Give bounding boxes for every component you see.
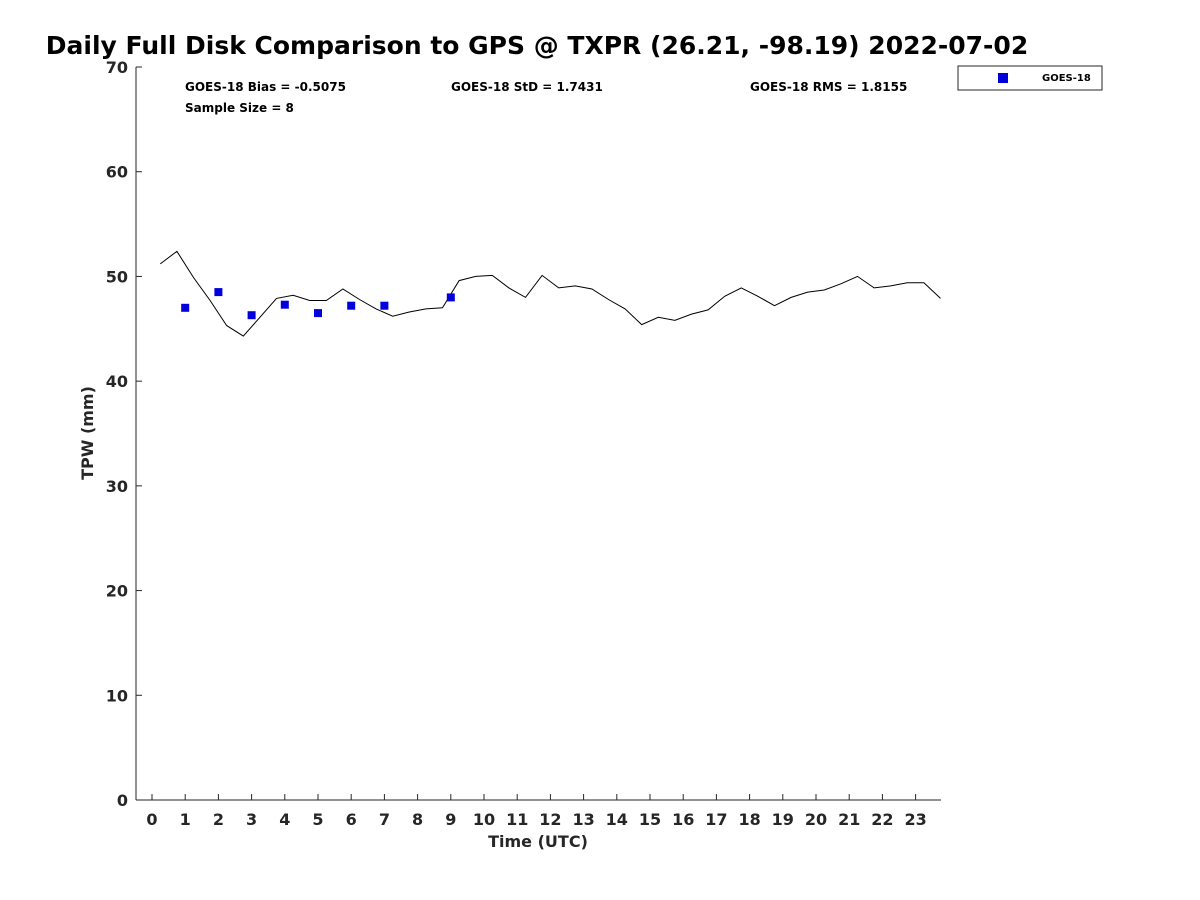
x-tick-label: 22	[871, 810, 893, 829]
rms-stat: GOES-18 RMS = 1.8155	[750, 80, 907, 94]
y-tick-label: 40	[106, 372, 128, 391]
y-tick-label: 70	[106, 58, 128, 77]
x-tick-label: 10	[473, 810, 495, 829]
x-tick-label: 13	[572, 810, 594, 829]
goes18-data-point	[446, 293, 455, 302]
x-tick-label: 21	[838, 810, 860, 829]
x-tick-label: 16	[672, 810, 694, 829]
x-tick-label: 20	[805, 810, 827, 829]
x-tick-label: 5	[312, 810, 323, 829]
goes18-data-point	[214, 288, 223, 297]
legend: GOES-18	[957, 65, 1103, 91]
y-tick-label: 60	[106, 163, 128, 182]
chart-title: Daily Full Disk Comparison to GPS @ TXPR…	[46, 31, 1028, 60]
x-tick-label: 7	[379, 810, 390, 829]
y-axis-ticks: 0 10 20 30 40 50 60 70	[106, 58, 142, 810]
x-tick-label: 19	[772, 810, 794, 829]
x-tick-label: 12	[539, 810, 561, 829]
goes18-data-point	[347, 301, 356, 310]
goes18-data-point	[181, 303, 190, 312]
sample-size-stat: Sample Size = 8	[185, 101, 294, 115]
y-tick-label: 0	[117, 791, 128, 810]
std-stat: GOES-18 StD = 1.7431	[451, 80, 603, 94]
x-tick-label: 1	[180, 810, 191, 829]
x-tick-label: 4	[279, 810, 290, 829]
x-tick-label: 9	[445, 810, 456, 829]
goes18-data-point	[380, 301, 389, 310]
x-tick-label: 18	[738, 810, 760, 829]
gps-tpw-line	[159, 250, 941, 337]
x-tick-label: 15	[639, 810, 661, 829]
y-tick-label: 30	[106, 477, 128, 496]
x-axis-ticks: 0 1 2 3 4 5 6 7 8 9 10 11 12 13 14 15 16 17 18 19 20 21 22 23	[146, 794, 927, 829]
x-tick-label: 14	[606, 810, 628, 829]
x-tick-label: 2	[213, 810, 224, 829]
gps-line-layer	[159, 250, 941, 337]
x-tick-label: 17	[705, 810, 727, 829]
y-tick-label: 20	[106, 582, 128, 601]
y-tick-label: 50	[106, 267, 128, 286]
bias-stat: GOES-18 Bias = -0.5075	[185, 80, 346, 94]
x-axis-label: Time (UTC)	[488, 832, 588, 851]
goes18-data-point	[280, 300, 289, 309]
goes18-marker-layer	[181, 288, 455, 320]
y-axis-label: TPW (mm)	[78, 386, 97, 480]
goes18-data-point	[247, 311, 256, 320]
x-tick-label: 8	[412, 810, 423, 829]
y-tick-label: 10	[106, 686, 128, 705]
legend-box	[957, 65, 1103, 91]
x-tick-label: 23	[904, 810, 926, 829]
x-tick-label: 6	[346, 810, 357, 829]
goes18-data-point	[314, 309, 322, 318]
legend-label-goes18: GOES-18	[1042, 73, 1091, 84]
x-tick-label: 11	[506, 810, 528, 829]
legend-marker-goes18	[998, 73, 1008, 83]
x-tick-label: 3	[246, 810, 257, 829]
x-tick-label: 0	[146, 810, 157, 829]
